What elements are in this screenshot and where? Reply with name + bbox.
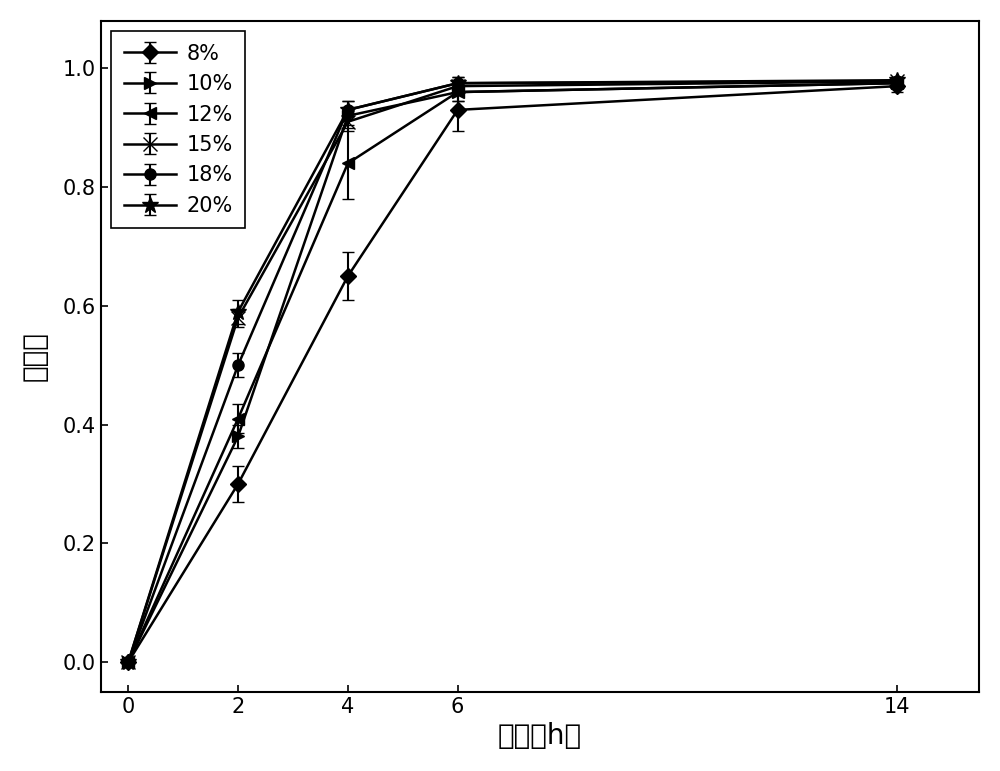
X-axis label: 时间（h）: 时间（h） [498, 722, 582, 750]
Y-axis label: 降解率: 降解率 [21, 332, 49, 381]
Legend: 8%, 10%, 12%, 15%, 18%, 20%: 8%, 10%, 12%, 15%, 18%, 20% [111, 32, 245, 228]
